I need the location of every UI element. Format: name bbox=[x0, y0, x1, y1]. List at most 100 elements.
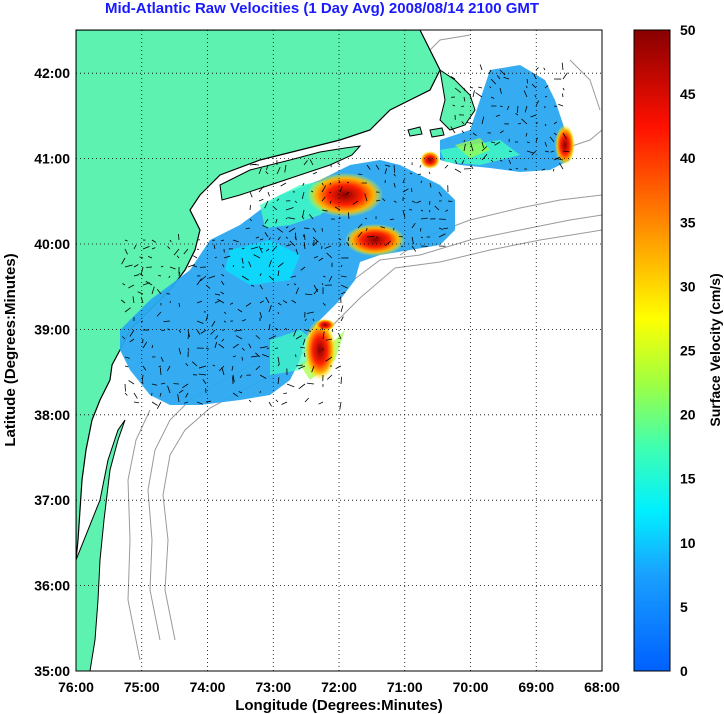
velocity-arrow bbox=[310, 190, 314, 193]
velocity-arrow bbox=[232, 374, 235, 383]
velocity-arrow bbox=[151, 239, 156, 243]
velocity-arrow bbox=[312, 171, 318, 175]
velocity-arrow bbox=[156, 401, 162, 410]
velocity-arrow bbox=[205, 284, 211, 289]
velocity-arrow bbox=[562, 150, 570, 153]
velocity-arrow bbox=[302, 234, 305, 238]
velocity-arrow bbox=[267, 191, 270, 197]
velocity-arrow bbox=[443, 227, 449, 230]
velocity-arrow bbox=[499, 130, 504, 134]
velocity-arrow bbox=[214, 256, 217, 259]
velocity-arrow bbox=[241, 319, 247, 322]
velocity-arrow bbox=[196, 320, 204, 324]
velocity-arrow bbox=[303, 242, 306, 250]
velocity-arrow bbox=[266, 164, 269, 171]
x-tick-label: 70:00 bbox=[453, 679, 489, 695]
velocity-arrow bbox=[340, 275, 347, 278]
velocity-arrow bbox=[285, 244, 292, 247]
velocity-arrow bbox=[309, 214, 314, 220]
velocity-arrow bbox=[322, 331, 325, 340]
velocity-arrow bbox=[151, 383, 158, 386]
velocity-arrow bbox=[322, 302, 326, 306]
velocity-arrow bbox=[258, 198, 264, 202]
velocity-arrow bbox=[214, 335, 219, 340]
velocity-arrow bbox=[559, 162, 564, 170]
land-mass bbox=[76, 30, 441, 561]
velocity-arrow bbox=[321, 283, 324, 286]
velocity-arrow bbox=[550, 150, 555, 153]
x-tick-label: 69:00 bbox=[518, 679, 554, 695]
velocity-arrow bbox=[535, 122, 538, 125]
velocity-arrow bbox=[214, 293, 221, 296]
velocity-arrow bbox=[259, 311, 263, 319]
velocity-arrow bbox=[151, 401, 158, 406]
velocity-arrow bbox=[124, 392, 128, 396]
velocity-arrow bbox=[418, 173, 422, 175]
velocity-arrow bbox=[411, 245, 417, 252]
velocity-arrow bbox=[142, 365, 147, 371]
velocity-vectors bbox=[120, 62, 570, 410]
velocity-arrow bbox=[133, 274, 140, 277]
velocity-arrow bbox=[142, 245, 150, 250]
velocity-arrow bbox=[264, 232, 269, 238]
colorbar-label: Surface Velocity (cm/s) bbox=[707, 273, 723, 426]
velocity-arrow bbox=[281, 401, 288, 405]
velocity-arrow bbox=[124, 307, 131, 313]
velocity-arrow bbox=[402, 179, 405, 184]
velocity-arrow bbox=[544, 150, 550, 153]
velocity-arrow bbox=[490, 141, 496, 144]
velocity-arrow bbox=[364, 193, 368, 202]
velocity-arrow bbox=[382, 198, 386, 202]
velocity-arrow bbox=[508, 168, 513, 171]
velocity-arrow bbox=[248, 399, 252, 403]
velocity-arrow bbox=[309, 159, 314, 166]
x-tick-label: 72:00 bbox=[321, 679, 357, 695]
velocity-arrow bbox=[515, 113, 519, 116]
velocity-arrow bbox=[205, 347, 209, 350]
velocity-arrow bbox=[489, 86, 492, 89]
velocity-arrow bbox=[481, 141, 485, 149]
hotspot-5 bbox=[420, 151, 440, 169]
velocity-arrow bbox=[285, 226, 289, 229]
delmarva-coast bbox=[76, 419, 126, 671]
velocity-arrow bbox=[470, 143, 474, 152]
velocity-arrow bbox=[301, 191, 305, 200]
velocity-arrow bbox=[467, 121, 474, 125]
velocity-arrow bbox=[285, 236, 289, 239]
velocity-arrow bbox=[275, 218, 278, 224]
velocity-arrow bbox=[185, 392, 189, 398]
velocity-arrow bbox=[326, 252, 333, 259]
velocity-arrow bbox=[384, 240, 391, 247]
velocity-arrow bbox=[503, 76, 510, 80]
velocity-arrow bbox=[173, 248, 180, 256]
velocity-arrow bbox=[193, 255, 198, 259]
velocity-arrow bbox=[124, 365, 129, 368]
velocity-arrow bbox=[419, 227, 422, 232]
x-tick-label: 68:00 bbox=[584, 679, 620, 695]
y-axis-label: Latitude (Degrees:Minutes) bbox=[2, 253, 19, 446]
velocity-arrow bbox=[268, 237, 271, 241]
colorbar-tick-label: 0 bbox=[680, 663, 688, 679]
velocity-arrow bbox=[364, 217, 368, 220]
velocity-arrow bbox=[552, 168, 555, 172]
velocity-arrow bbox=[544, 85, 549, 89]
velocity-arrow bbox=[329, 200, 332, 204]
velocity-arrow bbox=[321, 185, 327, 193]
velocity-arrow bbox=[461, 130, 465, 134]
velocity-arrow bbox=[241, 356, 243, 361]
velocity-arrow bbox=[558, 103, 564, 107]
hotspot-4 bbox=[555, 125, 575, 165]
velocity-arrow bbox=[293, 283, 297, 286]
velocity-arrow bbox=[393, 182, 396, 188]
velocity-arrow bbox=[277, 270, 280, 277]
velocity-arrow bbox=[284, 164, 287, 173]
velocity-arrow bbox=[232, 239, 239, 243]
velocity-arrow bbox=[285, 207, 294, 211]
velocity-arrow bbox=[488, 69, 492, 75]
velocity-arrow bbox=[339, 186, 343, 193]
velocity-arrow bbox=[463, 96, 466, 102]
velocity-arrow bbox=[366, 164, 371, 170]
velocity-arrow bbox=[535, 137, 538, 143]
velocity-arrow bbox=[196, 248, 200, 251]
velocity-arrow bbox=[384, 168, 388, 175]
